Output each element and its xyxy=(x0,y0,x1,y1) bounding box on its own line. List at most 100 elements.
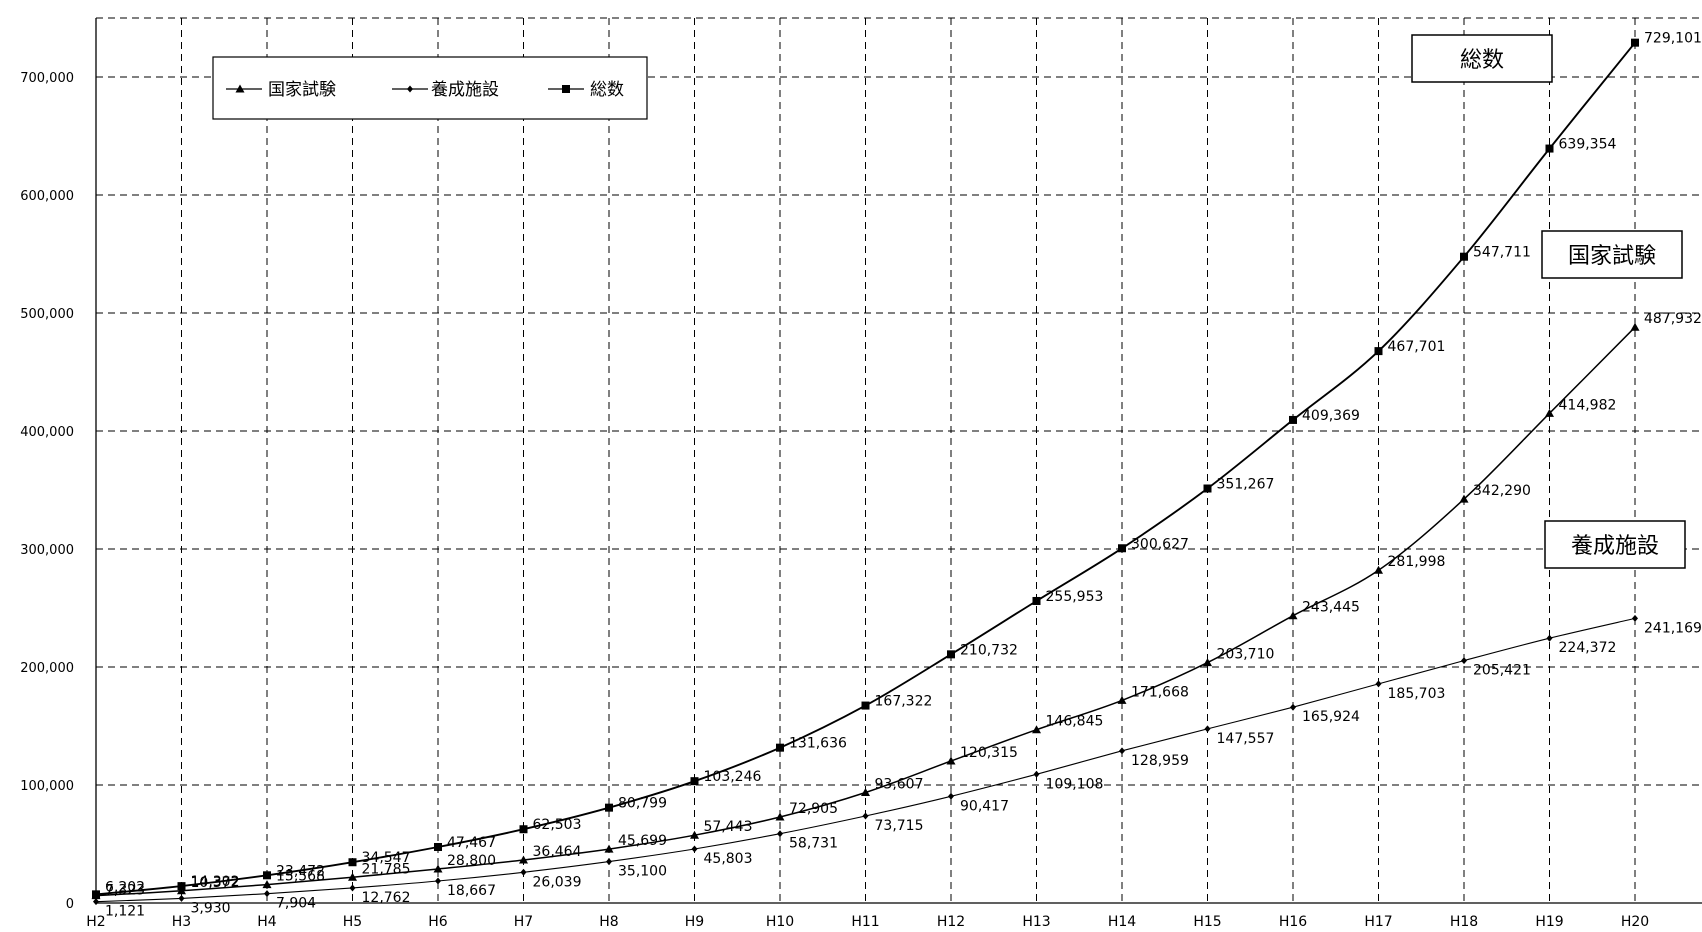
data-label-diamond: 45,803 xyxy=(704,851,753,867)
x-tick-label: H15 xyxy=(1193,914,1221,930)
point-triangle xyxy=(604,844,614,853)
point-diamond xyxy=(349,884,356,892)
data-label-triangle: 10,372 xyxy=(191,875,240,891)
data-label-triangle: 281,998 xyxy=(1388,554,1446,570)
point-square xyxy=(605,803,613,812)
data-label-square: 7,323 xyxy=(105,882,145,898)
y-tick-label: 500,000 xyxy=(20,307,74,322)
data-label-diamond: 147,557 xyxy=(1217,731,1275,747)
data-label-square: 210,732 xyxy=(960,642,1018,658)
point-square xyxy=(177,882,186,891)
data-labels: 6,202 10,372 15,568 21,785 28,800 36,464 45,69… xyxy=(105,31,1702,920)
point-square xyxy=(1631,38,1639,47)
data-label-square: 62,503 xyxy=(533,817,582,833)
data-label-diamond: 58,731 xyxy=(789,836,838,852)
point-diamond xyxy=(435,877,441,885)
point-square xyxy=(1118,544,1126,553)
series-line-square xyxy=(95,42,1636,896)
data-label-square: 23,472 xyxy=(276,863,325,879)
point-diamond xyxy=(1546,634,1553,642)
plot-area xyxy=(96,18,1702,903)
square-marker-icon xyxy=(562,85,570,93)
data-label-triangle: 171,668 xyxy=(1131,684,1189,700)
point-triangle xyxy=(1459,494,1469,503)
data-label-diamond: 128,959 xyxy=(1131,753,1189,769)
point-triangle xyxy=(1545,408,1554,417)
y-tick-label: 400,000 xyxy=(20,425,74,440)
data-label-diamond: 18,667 xyxy=(447,883,496,899)
axes xyxy=(95,18,1702,904)
data-label-triangle: 342,290 xyxy=(1473,483,1531,499)
point-triangle xyxy=(1032,725,1041,734)
point-diamond xyxy=(264,890,270,898)
point-square xyxy=(92,890,100,899)
data-label-square: 729,101 xyxy=(1644,31,1702,47)
data-label-diamond: 90,417 xyxy=(960,798,1009,814)
x-tick-label: H18 xyxy=(1450,914,1478,930)
x-tick-label: H4 xyxy=(257,914,277,930)
point-triangle xyxy=(1374,565,1383,574)
x-tick-label: H17 xyxy=(1364,914,1392,930)
y-tick-label: 200,000 xyxy=(20,661,74,676)
point-triangle xyxy=(946,756,956,765)
tick-labels: 0 100,000 200,000 300,000 400,000 500,000 600,… xyxy=(20,71,1649,930)
x-tick-label: H19 xyxy=(1535,914,1563,930)
point-square xyxy=(1460,252,1468,261)
data-label-triangle: 57,443 xyxy=(704,819,753,835)
data-label-diamond: 185,703 xyxy=(1388,686,1446,702)
point-diamond xyxy=(1033,770,1040,778)
callout-yousei-label: 養成施設 xyxy=(1571,534,1659,559)
point-triangle xyxy=(690,830,699,839)
data-label-triangle: 120,315 xyxy=(960,745,1018,761)
point-diamond xyxy=(1204,725,1211,733)
data-label-square: 34,547 xyxy=(362,850,411,866)
y-tick-label: 300,000 xyxy=(20,543,74,558)
data-label-square: 47,467 xyxy=(447,835,496,851)
y-tick-label: 600,000 xyxy=(20,189,74,204)
data-label-diamond: 165,924 xyxy=(1302,709,1360,725)
point-square xyxy=(861,701,870,710)
point-diamond xyxy=(777,830,783,838)
x-tick-label: H5 xyxy=(343,914,362,930)
callout-sousuu: 総数 xyxy=(1411,34,1553,83)
x-tick-label: H16 xyxy=(1279,914,1307,930)
data-label-diamond: 35,100 xyxy=(618,864,667,880)
callout-sousuu-label: 総数 xyxy=(1460,48,1504,73)
point-diamond xyxy=(93,898,99,906)
x-tick-label: H2 xyxy=(86,914,105,930)
x-tick-label: H11 xyxy=(851,914,879,930)
point-diamond xyxy=(1632,614,1638,622)
point-diamond xyxy=(1461,657,1467,665)
point-diamond xyxy=(606,858,612,866)
point-diamond xyxy=(948,792,954,800)
legend-item-yousei: 養成施設 xyxy=(392,80,499,100)
point-triangle xyxy=(348,872,357,881)
data-label-diamond: 1,121 xyxy=(105,904,145,920)
point-diamond xyxy=(1290,703,1296,711)
point-square xyxy=(1289,415,1297,424)
data-label-triangle: 28,800 xyxy=(447,853,496,869)
point-square xyxy=(1203,484,1212,493)
point-square xyxy=(434,842,442,851)
x-tick-label: H13 xyxy=(1022,914,1050,930)
data-label-triangle: 6,202 xyxy=(105,880,145,896)
callout-kokka-label: 国家試験 xyxy=(1568,244,1656,269)
point-triangle xyxy=(1203,658,1212,667)
point-triangle xyxy=(861,788,870,797)
point-triangle xyxy=(1630,322,1640,331)
point-square xyxy=(1374,347,1383,356)
data-label-triangle: 203,710 xyxy=(1217,647,1275,663)
y-tick-label: 100,000 xyxy=(20,779,74,794)
data-label-triangle: 487,932 xyxy=(1644,311,1702,327)
data-label-square: 300,627 xyxy=(1131,536,1189,552)
data-label-diamond: 26,039 xyxy=(533,874,582,890)
y-tick-label: 0 xyxy=(66,897,74,912)
x-tick-label: H9 xyxy=(685,914,704,930)
callout-yousei: 養成施設 xyxy=(1544,520,1686,569)
data-label-square: 131,636 xyxy=(789,736,847,752)
legend-item-kokka: 国家試験 xyxy=(226,80,336,100)
triangle-marker-icon xyxy=(235,84,245,93)
data-label-square: 467,701 xyxy=(1388,339,1446,355)
point-diamond xyxy=(520,868,527,876)
data-label-diamond: 3,930 xyxy=(191,900,231,916)
